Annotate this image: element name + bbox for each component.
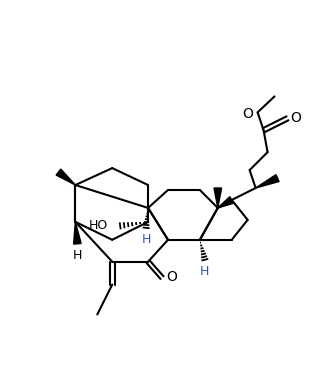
Text: O: O — [166, 270, 177, 283]
Polygon shape — [218, 197, 234, 208]
Polygon shape — [214, 188, 221, 208]
Text: H: H — [200, 265, 209, 278]
Polygon shape — [74, 222, 81, 244]
Text: O: O — [290, 111, 301, 125]
Text: HO: HO — [89, 219, 108, 232]
Text: H: H — [73, 249, 82, 262]
Text: H: H — [142, 233, 151, 246]
Text: O: O — [242, 107, 253, 121]
Polygon shape — [256, 174, 279, 188]
Polygon shape — [56, 169, 75, 185]
